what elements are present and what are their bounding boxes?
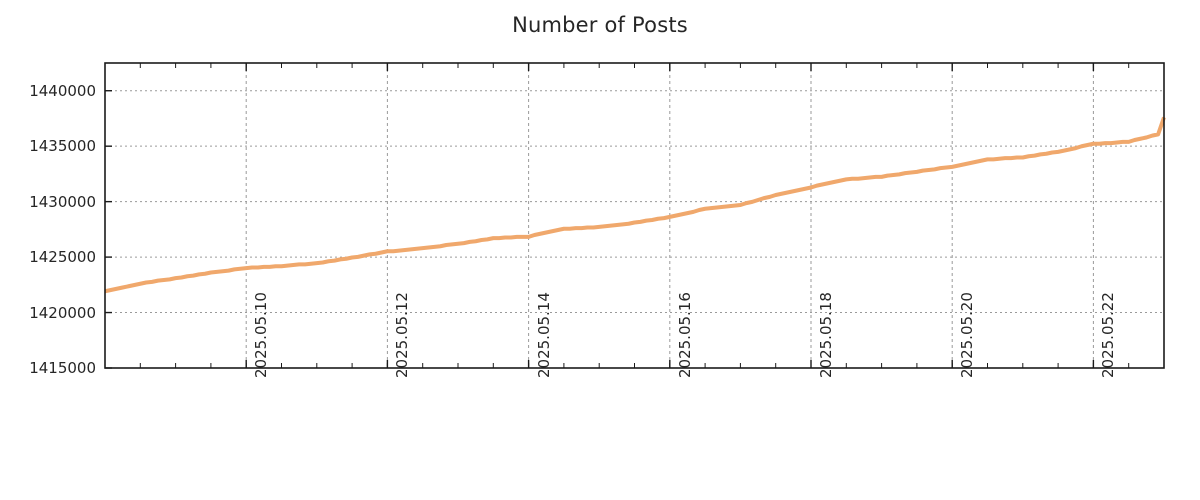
- chart-title: Number of Posts: [512, 13, 688, 37]
- data-series-line: [104, 116, 1166, 294]
- plot-frame-border: [104, 62, 1165, 369]
- x-tick-label: 2025.05.18: [817, 292, 835, 378]
- x-tick-label: 2025.05.22: [1099, 292, 1118, 378]
- y-major-ticks: [105, 90, 112, 369]
- y-tick-label: 1425000: [29, 248, 96, 267]
- y-tick-label: 1430000: [29, 192, 96, 211]
- y-tick-label: 1415000: [29, 359, 96, 377]
- x-tick-label: 2025.05.14: [534, 292, 553, 378]
- x-tick-label: 2025.05.12: [393, 292, 412, 378]
- y-tick-label: 1440000: [29, 81, 96, 100]
- x-tick-label: 2025.05.20: [958, 292, 977, 378]
- y-tick-label: 1435000: [29, 137, 96, 156]
- x-tick-label: 2025.05.10: [252, 292, 271, 378]
- x-major-ticks: [245, 63, 1095, 368]
- x-tick-label: 2025.05.16: [675, 292, 694, 378]
- y-tick-label: 1420000: [29, 303, 96, 322]
